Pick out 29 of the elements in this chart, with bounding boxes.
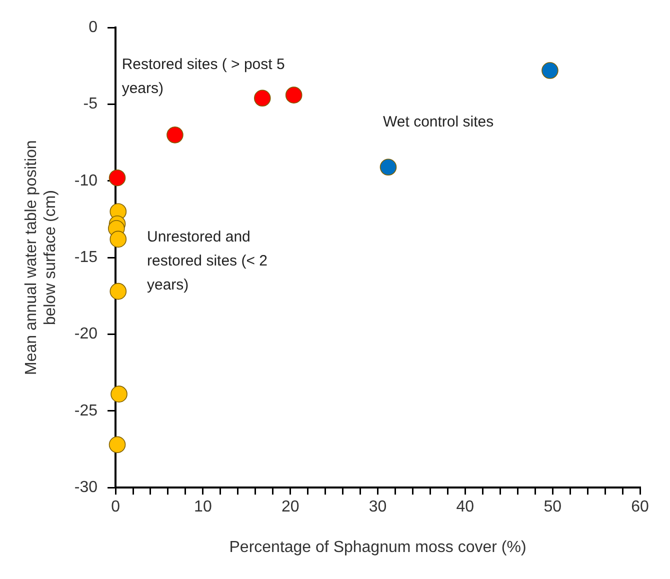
y-tick-label: -10 <box>74 172 98 190</box>
x-axis-title: Percentage of Sphagnum moss cover (%) <box>229 538 526 556</box>
annotation: Wet control sites <box>383 114 494 131</box>
x-tick-label: 10 <box>194 498 212 516</box>
point <box>108 169 126 186</box>
point <box>285 86 302 104</box>
point <box>254 90 271 107</box>
y-tick-label: -15 <box>74 249 98 266</box>
x-tick-label: 30 <box>368 498 387 516</box>
point <box>380 158 397 176</box>
x-tick-label: 20 <box>281 498 300 516</box>
annotation: Restored sites ( > post 5 years) <box>122 56 285 98</box>
point <box>110 230 127 248</box>
annotation: Unrestored and restored sites (< 2 years) <box>146 228 268 294</box>
y-tick-label: 0 <box>88 19 98 36</box>
point <box>110 386 128 402</box>
point <box>110 282 127 300</box>
y-tick-label: -5 <box>83 96 98 113</box>
x-tick-label: 40 <box>456 498 474 516</box>
y-tick-label: -30 <box>74 479 98 496</box>
y-tick-label: -20 <box>74 326 98 343</box>
x-tick-label: 50 <box>544 498 562 516</box>
point <box>108 436 126 454</box>
x-tick-label: 0 <box>111 498 120 516</box>
y-tick-label: -25 <box>74 402 98 420</box>
point <box>166 126 184 144</box>
x-tick-label: 60 <box>631 498 649 516</box>
y-axis-title: Mean annual water table position below surface (cm) <box>23 140 60 376</box>
point <box>542 62 558 79</box>
